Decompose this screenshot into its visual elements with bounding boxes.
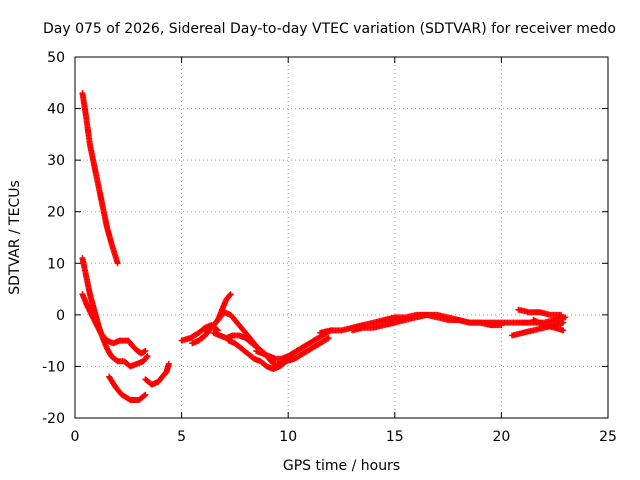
ticks-layer: 0 5 10 15 20 25 -20 -10 0 10 20 30 40 50 (42, 50, 617, 445)
data-point (142, 347, 149, 354)
data-point (498, 322, 505, 329)
data-point (325, 335, 332, 342)
y-tick-label: 20 (47, 205, 65, 221)
series-track-f (178, 322, 221, 344)
chart-title: Day 075 of 2026, Sidereal Day-to-day VTE… (43, 21, 616, 37)
y-tick-label: -10 (42, 359, 65, 375)
data-point (558, 311, 565, 318)
series-track-d (106, 373, 149, 403)
data-point (142, 391, 149, 398)
series-track-p (515, 306, 565, 318)
series-track-n (349, 311, 505, 334)
data-point (144, 353, 151, 360)
y-axis-label: SDTVAR / TECUs (7, 180, 23, 295)
data-point (560, 319, 567, 326)
x-tick-label: 25 (599, 429, 617, 445)
data-point (165, 360, 172, 367)
x-tick-label: 15 (386, 429, 404, 445)
series-track-k (253, 327, 334, 362)
y-tick-label: 10 (47, 256, 65, 272)
data-point (114, 260, 121, 267)
y-tick-label: -20 (42, 411, 65, 427)
x-axis-label: GPS time / hours (283, 458, 400, 474)
series-track-b (79, 255, 151, 370)
x-tick-label: 10 (279, 429, 297, 445)
data-point (227, 291, 234, 298)
y-tick-label: 0 (56, 308, 65, 324)
series-track-a (79, 90, 121, 267)
x-tick-label: 0 (71, 429, 80, 445)
points-layer (79, 90, 569, 403)
series-track-c (79, 291, 149, 357)
x-tick-label: 5 (177, 429, 186, 445)
plot-frame (74, 56, 609, 419)
data-point (562, 314, 569, 321)
series-track-e (142, 360, 172, 388)
data-point (226, 292, 233, 299)
data-point (141, 392, 148, 399)
y-tick-label: 30 (47, 153, 65, 169)
data-point (143, 354, 150, 361)
series-track-q (530, 317, 567, 334)
y-tick-label: 50 (47, 50, 65, 66)
y-tick-label: 40 (47, 102, 65, 118)
grid-layer (75, 57, 608, 418)
series-track-l (274, 335, 332, 367)
x-tick-label: 20 (492, 429, 510, 445)
data-point (560, 327, 567, 334)
